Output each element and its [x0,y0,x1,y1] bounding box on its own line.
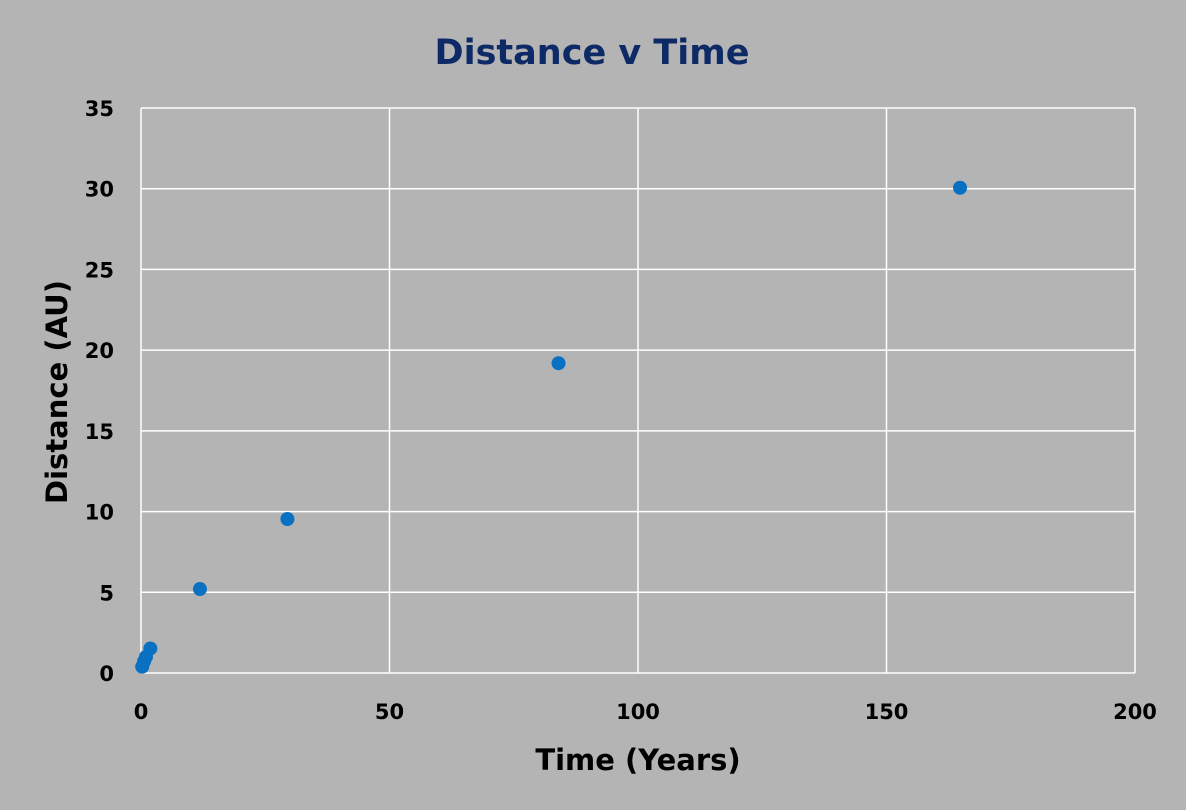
chart-title: Distance v Time [435,33,750,73]
data-point [280,511,295,526]
vertical-gridlines [140,108,1136,673]
y-tick-label: 25 [85,258,114,282]
data-point [551,356,566,371]
x-tick-label: 100 [616,700,660,724]
y-tick-label: 15 [85,420,114,444]
x-tick-label: 0 [134,700,149,724]
data-point [953,180,968,195]
horizontal-gridlines [141,107,1135,674]
x-tick-label: 50 [375,700,404,724]
x-axis-label: Time (Years) [535,743,740,777]
x-tick-labels: 0 50 100 150 200 [134,700,1157,724]
y-tick-label: 10 [85,501,114,525]
y-tick-label: 5 [99,581,114,605]
y-tick-label: 30 [85,178,114,202]
y-axis-label: Distance (AU) [40,280,74,504]
y-tick-label: 0 [99,662,114,686]
y-tick-label: 35 [85,97,114,121]
data-points [135,180,968,674]
y-tick-labels: 0 5 10 15 20 25 30 35 [85,97,114,686]
data-point [143,641,158,656]
data-point [192,582,207,597]
x-tick-label: 200 [1113,700,1157,724]
x-tick-label: 150 [865,700,909,724]
y-tick-label: 20 [85,339,114,363]
